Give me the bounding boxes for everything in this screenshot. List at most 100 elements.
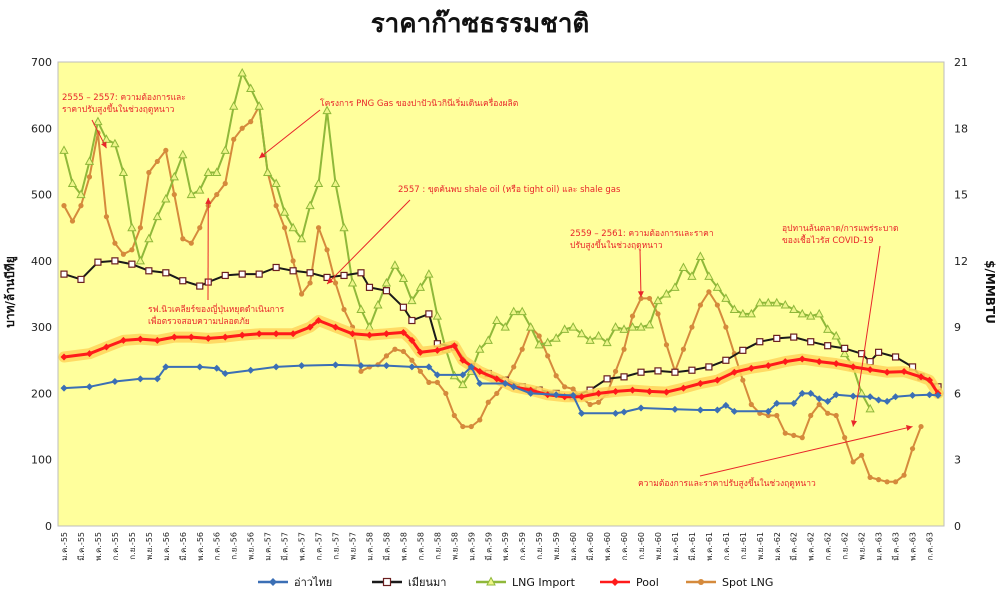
x-tick-label: มี.ค.-58 xyxy=(382,532,391,561)
x-tick-label: พ.ย.-58 xyxy=(450,532,459,560)
series-point xyxy=(824,397,832,405)
x-tick-label: ม.ค.-57 xyxy=(264,532,273,561)
series-point xyxy=(560,324,570,333)
series-point xyxy=(680,346,687,352)
series-point xyxy=(136,335,144,343)
legend-label: Pool xyxy=(636,576,659,589)
series-point xyxy=(850,459,856,465)
series-point xyxy=(587,401,593,408)
series-point xyxy=(263,167,273,176)
series-point xyxy=(425,310,433,318)
series-point xyxy=(865,403,875,413)
series-point xyxy=(543,337,553,347)
y-axis-left-title: บาท/ล้านบีทียู xyxy=(3,256,18,328)
series-point xyxy=(136,375,144,383)
series-point xyxy=(493,375,501,383)
series-point xyxy=(339,222,349,232)
x-tick-label: ก.ค.-57 xyxy=(315,532,324,560)
series-point xyxy=(867,474,873,480)
series-point xyxy=(765,412,771,419)
series-point xyxy=(824,342,832,350)
series-point xyxy=(424,269,434,278)
series-point xyxy=(774,412,780,419)
series-point xyxy=(492,315,502,325)
series-point xyxy=(298,362,306,370)
series-point xyxy=(696,406,704,414)
series-point xyxy=(231,136,237,142)
series-point xyxy=(849,363,857,371)
x-tick-label: ม.ค.-60 xyxy=(569,532,578,561)
series-point xyxy=(433,371,441,379)
series-point xyxy=(892,393,900,401)
series-point xyxy=(562,384,568,390)
series-point xyxy=(697,302,704,308)
y-right-tick-label: 15 xyxy=(954,189,968,202)
series-point xyxy=(713,406,721,414)
annotation-arrow xyxy=(258,109,321,159)
series-point xyxy=(221,370,229,378)
annotation-arrow xyxy=(699,426,913,477)
series-point xyxy=(254,101,264,110)
series-point xyxy=(831,330,841,340)
annotation-arrowhead xyxy=(259,152,266,159)
series-point xyxy=(620,373,628,381)
series-point xyxy=(145,267,153,275)
series-point xyxy=(409,357,415,363)
x-tick-label: ก.ย.-59 xyxy=(535,532,544,560)
legend-marker xyxy=(698,579,704,585)
x-tick-label: ก.ย.-62 xyxy=(841,532,850,560)
series-point xyxy=(290,258,296,264)
x-tick-label: มี.ค.-60 xyxy=(586,532,595,561)
series-point xyxy=(78,203,84,209)
series-point xyxy=(729,304,739,313)
series-point xyxy=(798,389,806,397)
series-point xyxy=(807,338,815,346)
series-point xyxy=(798,355,806,363)
series-point xyxy=(86,174,93,180)
series-point xyxy=(170,333,178,341)
series-point xyxy=(118,167,129,176)
series-point xyxy=(721,293,731,302)
series-point xyxy=(248,119,254,125)
series-point xyxy=(501,379,509,387)
annotation-text: เพื่อตรวจสอบความปลอดภัย xyxy=(148,315,250,327)
series-point xyxy=(163,147,169,153)
series-point xyxy=(866,366,874,374)
series-point xyxy=(279,207,290,216)
chart-title: ราคาก๊าซธรรมชาติ xyxy=(371,9,590,39)
series-point xyxy=(60,270,68,278)
x-tick-label: ม.ค.-63 xyxy=(875,532,884,561)
series-point xyxy=(875,348,883,356)
series-point xyxy=(459,371,467,379)
series-point xyxy=(593,330,604,340)
series-point xyxy=(842,435,848,441)
series-point xyxy=(59,145,69,154)
annotation-arrowhead xyxy=(101,141,107,149)
series-point xyxy=(432,311,442,320)
series-point xyxy=(876,477,882,483)
series-point xyxy=(780,299,790,309)
series-point xyxy=(272,263,280,272)
series-point xyxy=(612,387,620,395)
series-point xyxy=(789,304,799,313)
series-point xyxy=(875,396,883,404)
annotation-arrowhead xyxy=(637,291,644,298)
series-point xyxy=(212,167,222,176)
series-point xyxy=(797,308,807,318)
series-point xyxy=(866,393,874,401)
series-point xyxy=(171,191,177,198)
series-point xyxy=(790,333,798,341)
x-tick-label: ก.ค.-59 xyxy=(518,532,527,560)
x-tick-label: พ.ค.-58 xyxy=(399,532,408,561)
series-point xyxy=(271,178,281,188)
series-point xyxy=(383,353,390,359)
series-point xyxy=(833,412,839,419)
series-point xyxy=(186,189,196,199)
y-axis-right: 0 3 6 9 12 15 18 21 xyxy=(954,56,968,533)
series-point xyxy=(746,308,756,318)
series-point xyxy=(273,203,279,209)
series-point xyxy=(790,399,798,407)
x-tick-label: ม.ค.-55 xyxy=(60,532,69,561)
series-point xyxy=(119,336,127,344)
